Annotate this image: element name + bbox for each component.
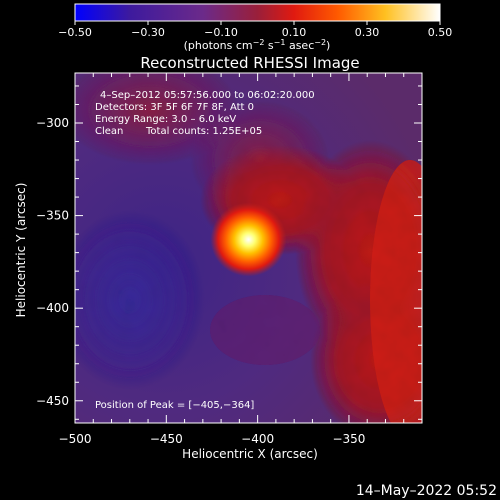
annotation-energy-range: Energy Range: 3.0 – 6.0 keV [95,114,236,125]
annotation-time-range: 4–Sep–2012 05:57:56.000 to 06:02:20.000 [100,90,315,101]
colorbar-bar [74,3,441,22]
y-tick-label: −300 [36,116,69,130]
peak-source [210,202,287,277]
x-tick-label: −500 [59,432,92,446]
red-region-right-edge [370,160,422,423]
y-tick-label: −400 [36,301,69,315]
x-axis-ticks: −500 −450 −400 −350 [59,73,423,446]
colorbar: −0.50 −0.30 −0.10 0.10 0.30 0.50 (photons cm−… [58,3,452,52]
annotation-clean: Clean [95,126,123,137]
colorbar-tick-label: 0.50 [428,26,453,39]
x-tick-label: −350 [332,432,365,446]
colorbar-tick-label: −0.50 [58,26,92,39]
annotation-total-counts: Total counts: 1.25E+05 [145,126,262,137]
colorbar-tick-label: 0.10 [282,26,307,39]
blue-low-region [75,210,205,390]
plot-frame [74,72,423,424]
colorbar-unit-label: (photons cm−2 s−1 asec−2) [184,38,331,52]
colorbar-tick-label: −0.10 [204,26,238,39]
colorbar-ticks: −0.50 −0.30 −0.10 0.10 0.30 0.50 [58,21,452,39]
x-tick-label: −400 [241,432,274,446]
chart-title: Reconstructed RHESSI Image [140,54,359,72]
y-tick-label: −350 [36,209,69,223]
heatmap-image [75,73,422,423]
dark-band [210,295,320,365]
colorbar-tick-label: 0.30 [355,26,380,39]
annotation-detectors: Detectors: 3F 5F 6F 7F 8F, Att 0 [95,102,254,113]
y-axis-label: Heliocentric Y (arcsec) [14,183,28,318]
x-tick-label: −450 [150,432,183,446]
y-axis-ticks: −300 −350 −400 −450 [36,85,422,420]
y-tick-label: −450 [36,394,69,408]
colorbar-tick-label: −0.30 [131,26,165,39]
timestamp: 14–May–2022 05:52 [356,483,497,499]
annotation-peak-position: Position of Peak = [−405,−364] [95,400,254,411]
x-axis-label: Heliocentric X (arcsec) [182,447,318,461]
